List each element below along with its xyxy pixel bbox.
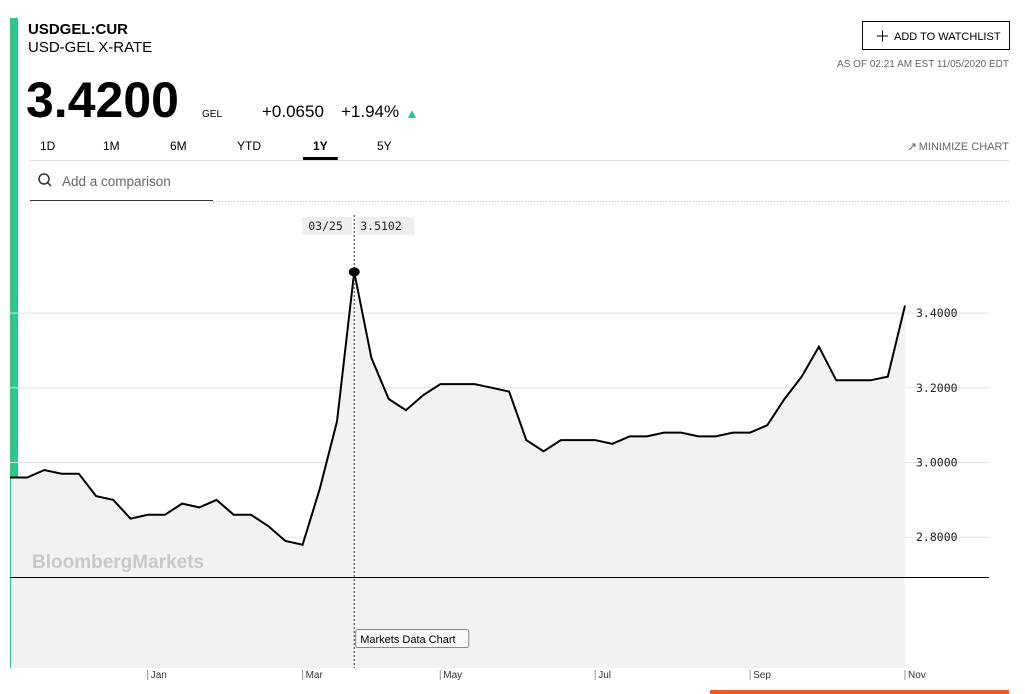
area: [10, 271, 905, 668]
tab[interactable]: YTD: [237, 139, 261, 153]
search-icon-handle: [46, 181, 52, 187]
crosshair-point: [348, 267, 360, 277]
crosshair-value: 3.5102: [360, 219, 402, 233]
line: [10, 271, 906, 546]
currency: GEL: [202, 109, 222, 120]
minimize-label: MINIMIZE CHART: [919, 141, 1010, 153]
y-tick-label: 3.2000: [916, 381, 958, 395]
y-tick-label: 3.4000: [916, 306, 958, 320]
x-tick-label: Sep: [753, 670, 771, 681]
x-tick-label: Nov: [908, 670, 926, 681]
x-tick-label: Jul: [598, 670, 611, 681]
comparison-search[interactable]: Add a comparison: [30, 173, 213, 201]
tab[interactable]: 6M: [170, 139, 187, 153]
tab[interactable]: 5Y: [377, 139, 392, 153]
progress-bar: [710, 690, 1009, 694]
as-of: AS OF 02:21 AM EST 11/05/2020 EDT: [837, 59, 1009, 70]
up-arrow: [408, 110, 416, 118]
change: +0.0650: [262, 102, 324, 121]
tooltip: Markets Data Chart: [360, 634, 455, 646]
search-placeholder: Add a comparison: [62, 174, 171, 189]
tooltip-box: [355, 629, 470, 648]
crosshair-value-box: [356, 217, 415, 235]
tab[interactable]: 1D: [40, 139, 56, 153]
instrument-name: USD-GEL X-RATE: [28, 39, 152, 56]
x-tick-label: Mar: [306, 670, 324, 681]
chart: 2.8000 3.0000 3.2000 3.4000 Jan Mar May Jul Sep N…: [10, 215, 989, 681]
active-tab-underline: [303, 157, 338, 160]
watermark: BloombergMarkets: [32, 552, 204, 573]
ticker: USDGEL:CUR: [28, 21, 128, 38]
y-tick-label: 3.0000: [916, 456, 958, 470]
price: 3.4200: [26, 72, 179, 128]
minimize-icon: [908, 143, 916, 151]
watchlist-button[interactable]: ADD TO WATCHLIST: [862, 21, 1010, 50]
plus-icon: [877, 30, 888, 42]
crosshair-date-box: [302, 217, 353, 235]
tabs: 1D 1M 6M YTD 1Y 5Y: [40, 139, 392, 160]
change-pct: +1.94%: [341, 102, 399, 121]
y-tick-label: 2.8000: [916, 530, 958, 544]
x-tick-label: May: [443, 670, 462, 681]
minimize-chart[interactable]: MINIMIZE CHART: [908, 141, 1010, 153]
crosshair-date: 03/25: [308, 219, 343, 233]
search-icon: [38, 173, 50, 185]
tab[interactable]: 1M: [103, 139, 120, 153]
x-tick-label: Jan: [151, 670, 167, 681]
button-label: ADD TO WATCHLIST: [894, 31, 1001, 43]
tab[interactable]: 1Y: [313, 139, 328, 153]
accent-bar: [10, 18, 18, 478]
